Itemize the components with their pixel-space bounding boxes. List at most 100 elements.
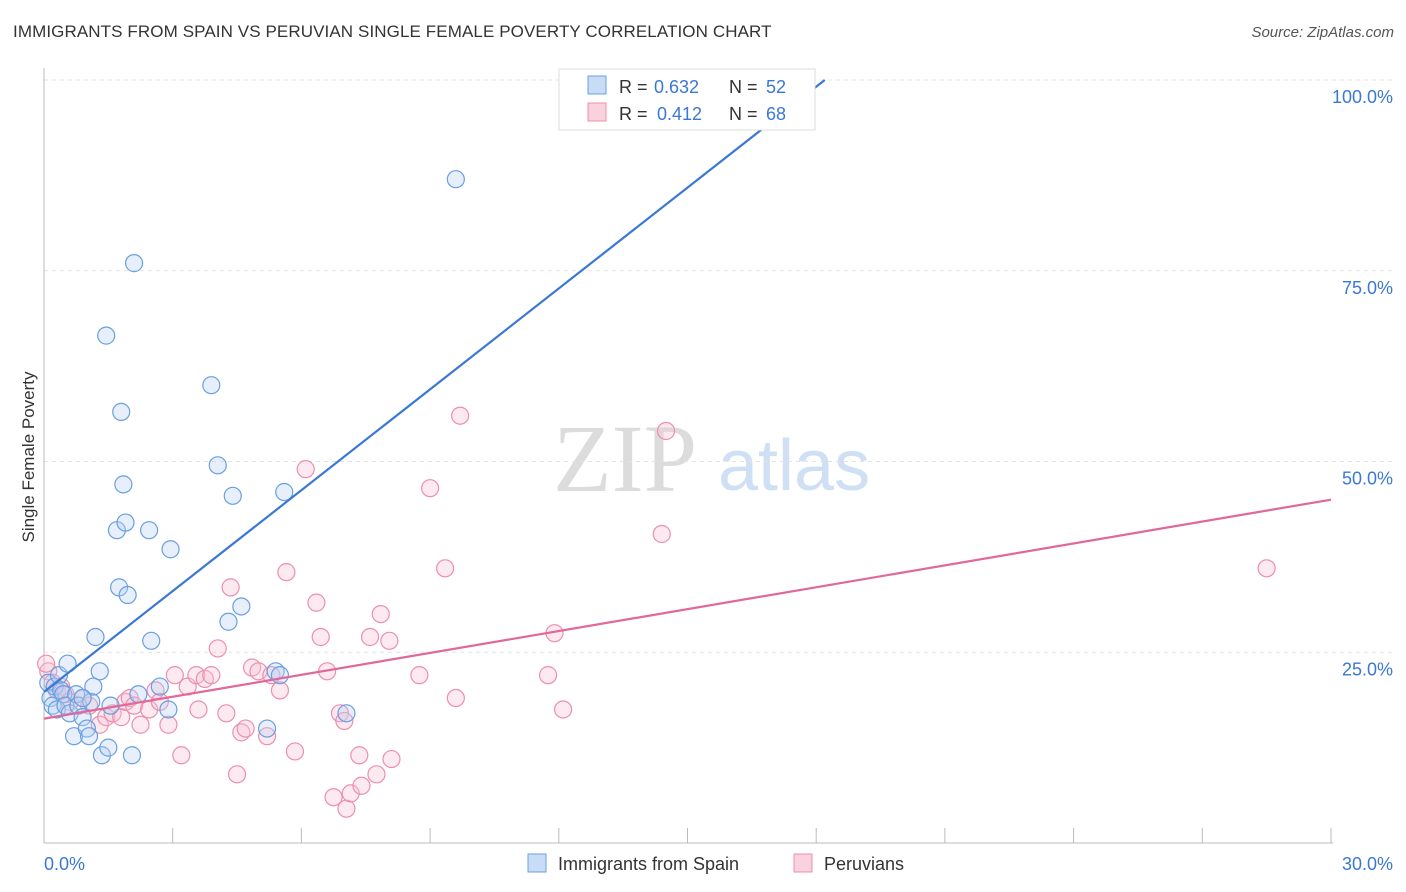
- spain-point: [118, 585, 137, 605]
- watermark-atlas: atlas: [718, 426, 870, 506]
- spain-point: [97, 326, 116, 345]
- spain-point: [79, 727, 99, 746]
- peruvians-point: [307, 593, 326, 612]
- peruvians-point: [236, 719, 255, 738]
- peruvians-point: [652, 524, 671, 544]
- legend-label-spain: Immigrants from Spain: [558, 854, 739, 874]
- peruvians-point: [189, 700, 208, 719]
- x-tick-label-min: 0.0%: [44, 854, 85, 874]
- source-label: Source: ZipAtlas.com: [1251, 24, 1394, 41]
- peruvians-point: [350, 746, 369, 765]
- gridlines: [44, 79, 1393, 653]
- spain-point: [202, 376, 221, 395]
- legend-label-peru: Peruvians: [824, 854, 904, 874]
- stats-r-label-spain: R =: [619, 77, 648, 97]
- watermark-zip: ZIP: [553, 405, 697, 512]
- spain-point: [90, 662, 109, 681]
- spain-point: [92, 746, 112, 765]
- peruvians-point: [172, 746, 191, 765]
- stats-n-label-peru: N =: [729, 104, 758, 124]
- peruvians-point: [656, 421, 676, 441]
- peruvians-point: [37, 654, 56, 673]
- stats-r-value-peru: 0.412: [657, 104, 702, 124]
- spain-point: [161, 540, 180, 559]
- x-tick-label-max: 30.0%: [1342, 854, 1393, 874]
- spain-point: [257, 719, 277, 738]
- stats-n-value-spain: 52: [766, 77, 786, 97]
- peruvians-point: [382, 749, 401, 769]
- stats-n-value-peru: 68: [766, 104, 786, 124]
- spain-point: [73, 688, 92, 708]
- spain-point: [99, 738, 118, 757]
- stats-legend-swatch-peru: [587, 102, 607, 122]
- peruvians-point: [451, 406, 470, 425]
- spain-point: [116, 513, 135, 532]
- spain-point: [232, 597, 251, 616]
- spain-point: [122, 746, 142, 765]
- peruvians-point: [187, 666, 206, 685]
- chart-title: IMMIGRANTS FROM SPAIN VS PERUVIAN SINGLE…: [13, 22, 772, 41]
- peruvians-point: [367, 765, 386, 784]
- spain-point: [275, 482, 294, 502]
- y-tick-label: 75.0%: [1342, 278, 1393, 298]
- spain-point: [129, 685, 148, 704]
- y-tick-label: 50.0%: [1342, 469, 1393, 489]
- peruvians-point: [352, 776, 371, 795]
- peruvians-point: [553, 700, 573, 719]
- y-tick-label: 100.0%: [1332, 87, 1393, 107]
- peruvians-point: [421, 479, 440, 498]
- spain-point: [150, 677, 169, 696]
- peruvians-point: [380, 631, 399, 650]
- peruvians-point: [1257, 559, 1276, 578]
- stats-legend: R = 0.632 N = 52 R = 0.412 N = 68: [558, 68, 816, 131]
- spain-point: [112, 402, 131, 422]
- peruvians-point: [257, 727, 277, 746]
- spain-point: [140, 521, 159, 540]
- spain-point: [270, 666, 290, 685]
- series-legend: Immigrants from Spain Peruvians: [527, 853, 904, 874]
- peruvians-point: [202, 666, 221, 685]
- spain-point: [208, 456, 227, 475]
- spain-trend-line: [43, 79, 826, 693]
- peruvians-point: [538, 666, 558, 685]
- peruvians-point: [221, 578, 240, 597]
- peruvians-point: [270, 681, 290, 700]
- peruvians-point: [159, 715, 178, 734]
- peruvians-point: [131, 715, 150, 734]
- y-tick-labels: 25.0% 50.0% 75.0% 100.0%: [1332, 87, 1393, 679]
- peruvians-point: [446, 688, 465, 708]
- stats-r-value-spain: 0.632: [654, 77, 699, 97]
- peruvians-point: [436, 559, 455, 578]
- peruvians-point: [311, 627, 330, 647]
- spain-point: [84, 677, 103, 696]
- peruvians-point: [410, 666, 429, 685]
- stats-n-label-spain: N =: [729, 77, 758, 97]
- spain-point: [86, 627, 105, 647]
- peruvians-point: [296, 460, 315, 479]
- peruvians-point: [277, 563, 296, 582]
- spain-point: [223, 486, 242, 505]
- spain-point: [124, 254, 144, 273]
- spain-point: [114, 475, 133, 494]
- spain-point: [142, 631, 161, 650]
- peruvians-point: [217, 704, 236, 723]
- trend-lines: [43, 79, 1332, 720]
- spain-point: [159, 700, 178, 719]
- spain-point: [219, 612, 238, 631]
- peruvians-point: [208, 639, 227, 658]
- spain-point: [446, 170, 465, 189]
- stats-legend-swatch-spain: [587, 75, 607, 95]
- peruvians-point: [227, 765, 247, 784]
- spain-point: [337, 704, 356, 723]
- stats-r-label-peru: R =: [619, 104, 648, 124]
- axes: [43, 68, 1333, 844]
- peruvians-point: [165, 666, 184, 685]
- legend-swatch-peru: [793, 853, 813, 873]
- peruvians-trend-line: [43, 498, 1332, 720]
- peruvians-point: [371, 604, 390, 624]
- x-ticks: [43, 828, 1332, 843]
- spain-point: [54, 685, 73, 704]
- peruvians-point: [337, 799, 356, 818]
- legend-swatch-spain: [527, 853, 547, 873]
